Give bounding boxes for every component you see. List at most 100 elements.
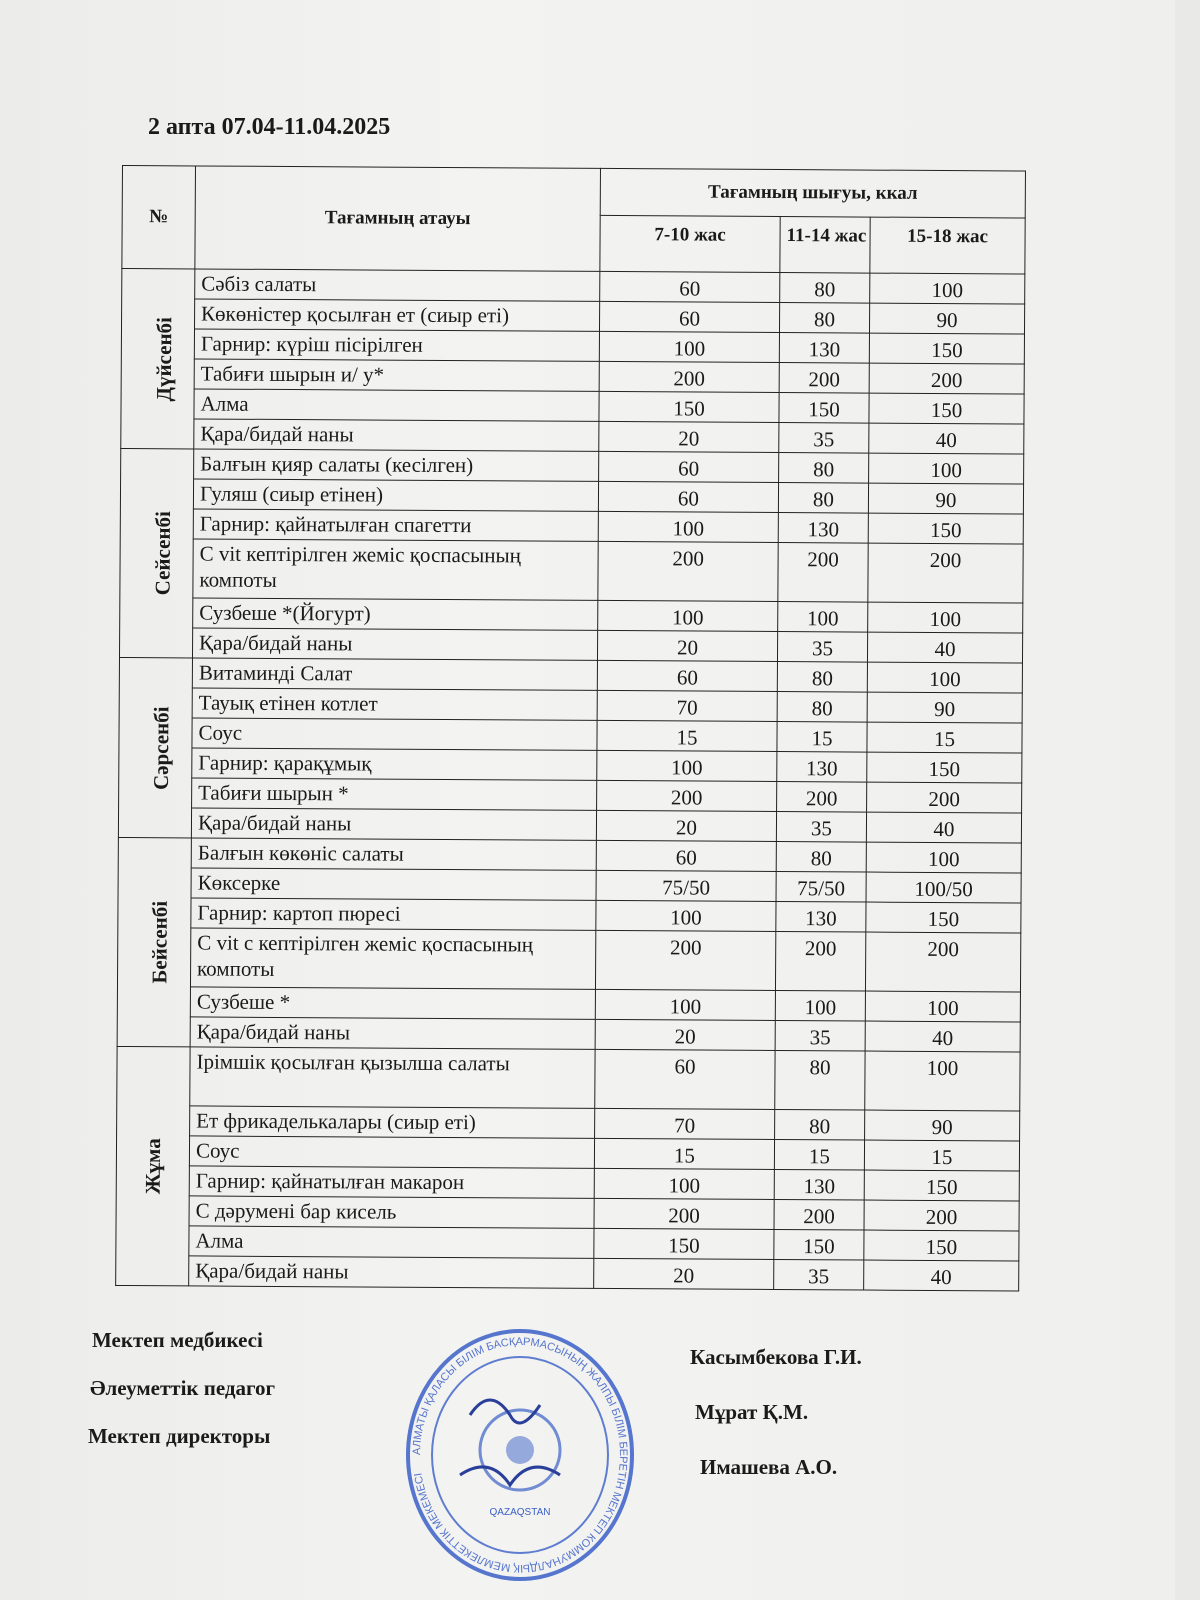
- kcal-value: 40: [866, 812, 1022, 844]
- dish-name: Сәбіз салаты: [194, 268, 600, 302]
- kcal-value: 60: [599, 301, 780, 333]
- kcal-value: 90: [867, 692, 1023, 724]
- kcal-value: 100: [868, 453, 1024, 485]
- kcal-value: 15: [596, 720, 778, 752]
- official-stamp: АЛМАТЫ ҚАЛАСЫ БІЛІМ БАСҚАРМАСЫНЫҢ ЖАЛПЫ …: [406, 1329, 634, 1581]
- kcal-value: 80: [779, 272, 870, 304]
- day-label: Дүйсенбі: [151, 316, 177, 402]
- signature-role: Әлеуметтік педагог: [90, 1376, 276, 1400]
- day-label: Сәрсенбі: [148, 705, 174, 790]
- dish-name: Алма: [193, 388, 600, 422]
- kcal-value: 60: [598, 451, 779, 483]
- kcal-value: 35: [775, 1020, 866, 1052]
- kcal-value: 80: [778, 482, 869, 514]
- day-label: Сейсенбі: [150, 511, 175, 596]
- kcal-value: 35: [777, 631, 868, 663]
- kcal-value: 200: [869, 363, 1025, 395]
- dish-name: Тауық етінен котлет: [192, 687, 598, 721]
- kcal-value: 200: [597, 541, 779, 602]
- kcal-value: 100: [866, 842, 1022, 874]
- dish-name: Соус: [189, 1135, 595, 1169]
- kcal-value: 200: [775, 931, 866, 992]
- kcal-value: 130: [779, 332, 870, 364]
- kcal-value: 130: [776, 751, 867, 783]
- dish-name: Балғын көкөніс салаты: [191, 837, 597, 871]
- kcal-value: 80: [778, 452, 869, 484]
- kcal-value: 150: [598, 391, 780, 423]
- kcal-value: 60: [598, 481, 779, 513]
- dish-name: Гарнир: қайнатылған макарон: [189, 1165, 595, 1199]
- kcal-value: 60: [599, 271, 780, 303]
- kcal-value: 20: [598, 421, 779, 453]
- table-row: С vit с кептірілген жеміс қоспасының ком…: [117, 927, 1021, 993]
- day-label: Бейсенбі: [147, 900, 172, 984]
- kcal-value: 100: [595, 900, 777, 932]
- dish-name: Алма: [188, 1225, 595, 1259]
- col-age-7-10: 7-10 жас: [599, 215, 781, 273]
- dish-name: Көкөністер қосылған ет (сиыр еті): [194, 298, 600, 332]
- kcal-value: 80: [774, 1109, 865, 1141]
- document-page: 2 апта 07.04-11.04.2025 № Тағамның атауы…: [0, 0, 1175, 1600]
- kcal-value: 20: [597, 630, 778, 662]
- kcal-value: 150: [865, 902, 1022, 934]
- svg-text:QAZAQSTAN: QAZAQSTAN: [490, 1507, 551, 1518]
- dish-name: Қара/бидай наны: [191, 807, 597, 841]
- kcal-value: 40: [867, 632, 1023, 664]
- col-number: №: [121, 165, 196, 269]
- kcal-value: 200: [779, 362, 870, 394]
- kcal-value: 80: [774, 1050, 866, 1111]
- day-cell: Сәрсенбі: [118, 657, 193, 838]
- kcal-value: 60: [594, 1049, 776, 1110]
- kcal-value: 100: [867, 602, 1023, 634]
- signature-role: Мектеп медбикесі: [92, 1328, 263, 1352]
- kcal-value: 100: [598, 511, 779, 543]
- kcal-value: 90: [869, 303, 1025, 335]
- signature-person: Касымбекова Г.И.: [690, 1345, 862, 1369]
- kcal-value: 15: [864, 1140, 1020, 1172]
- kcal-value: 150: [868, 513, 1024, 545]
- kcal-value: 200: [776, 781, 867, 813]
- kcal-value: 60: [597, 660, 778, 692]
- kcal-value: 100: [867, 662, 1023, 694]
- kcal-value: 150: [864, 1170, 1020, 1201]
- kcal-value: 200: [774, 1199, 865, 1231]
- dish-name: Гарнир: картоп пюресі: [190, 897, 597, 931]
- kcal-value: 15: [866, 722, 1023, 754]
- kcal-value: 35: [778, 422, 869, 454]
- col-age-15-18: 15-18 жас: [869, 217, 1026, 275]
- kcal-value: 100: [777, 601, 868, 633]
- dish-name: Балғын қияр салаты (кесілген): [193, 448, 599, 482]
- kcal-value: 90: [864, 1110, 1020, 1142]
- kcal-value: 200: [595, 930, 776, 991]
- dish-name: Қара/бидай наны: [190, 1016, 596, 1050]
- kcal-value: 150: [866, 752, 1022, 784]
- table-row: Жұма Ірімшік қосылған қызылша салаты 60 80 1…: [115, 1046, 1021, 1286]
- kcal-value: 100: [595, 989, 776, 1021]
- day-cell: Жұма: [115, 1046, 191, 1286]
- kcal-value: 75/50: [776, 871, 867, 903]
- dish-name: Гуляш (сиыр етінен): [193, 478, 599, 512]
- day-cell: Сейсенбі: [119, 448, 194, 658]
- kcal-value: 15: [776, 721, 868, 753]
- table-row: Қара/бидай наны 20 35 40: [116, 1255, 1019, 1291]
- kcal-value: 80: [777, 691, 868, 723]
- signature-scribble: [459, 1398, 561, 1488]
- kcal-value: 100: [869, 273, 1025, 305]
- dish-name: Гарнир: күріш пісірілген: [194, 328, 600, 362]
- kcal-value: 35: [773, 1259, 864, 1291]
- day-cell: Бейсенбі: [117, 837, 192, 1047]
- signature-role: Мектеп директоры: [88, 1424, 271, 1448]
- signature-person: Имашева А.О.: [700, 1455, 838, 1479]
- dish-name: Қара/бидай наны: [192, 627, 598, 661]
- day-label: Жұма: [140, 1138, 166, 1195]
- kcal-value: 200: [867, 543, 1024, 604]
- kcal-value: 70: [594, 1108, 775, 1140]
- kcal-value: 100/50: [866, 872, 1022, 904]
- signature-person: Мұрат Қ.М.: [695, 1400, 809, 1424]
- kcal-value: 150: [773, 1229, 865, 1261]
- kcal-value: 150: [778, 392, 870, 424]
- kcal-value: 100: [597, 600, 778, 632]
- kcal-value: 35: [776, 811, 867, 843]
- kcal-value: 150: [869, 333, 1025, 365]
- col-dish-name: Тағамның атауы: [194, 165, 601, 272]
